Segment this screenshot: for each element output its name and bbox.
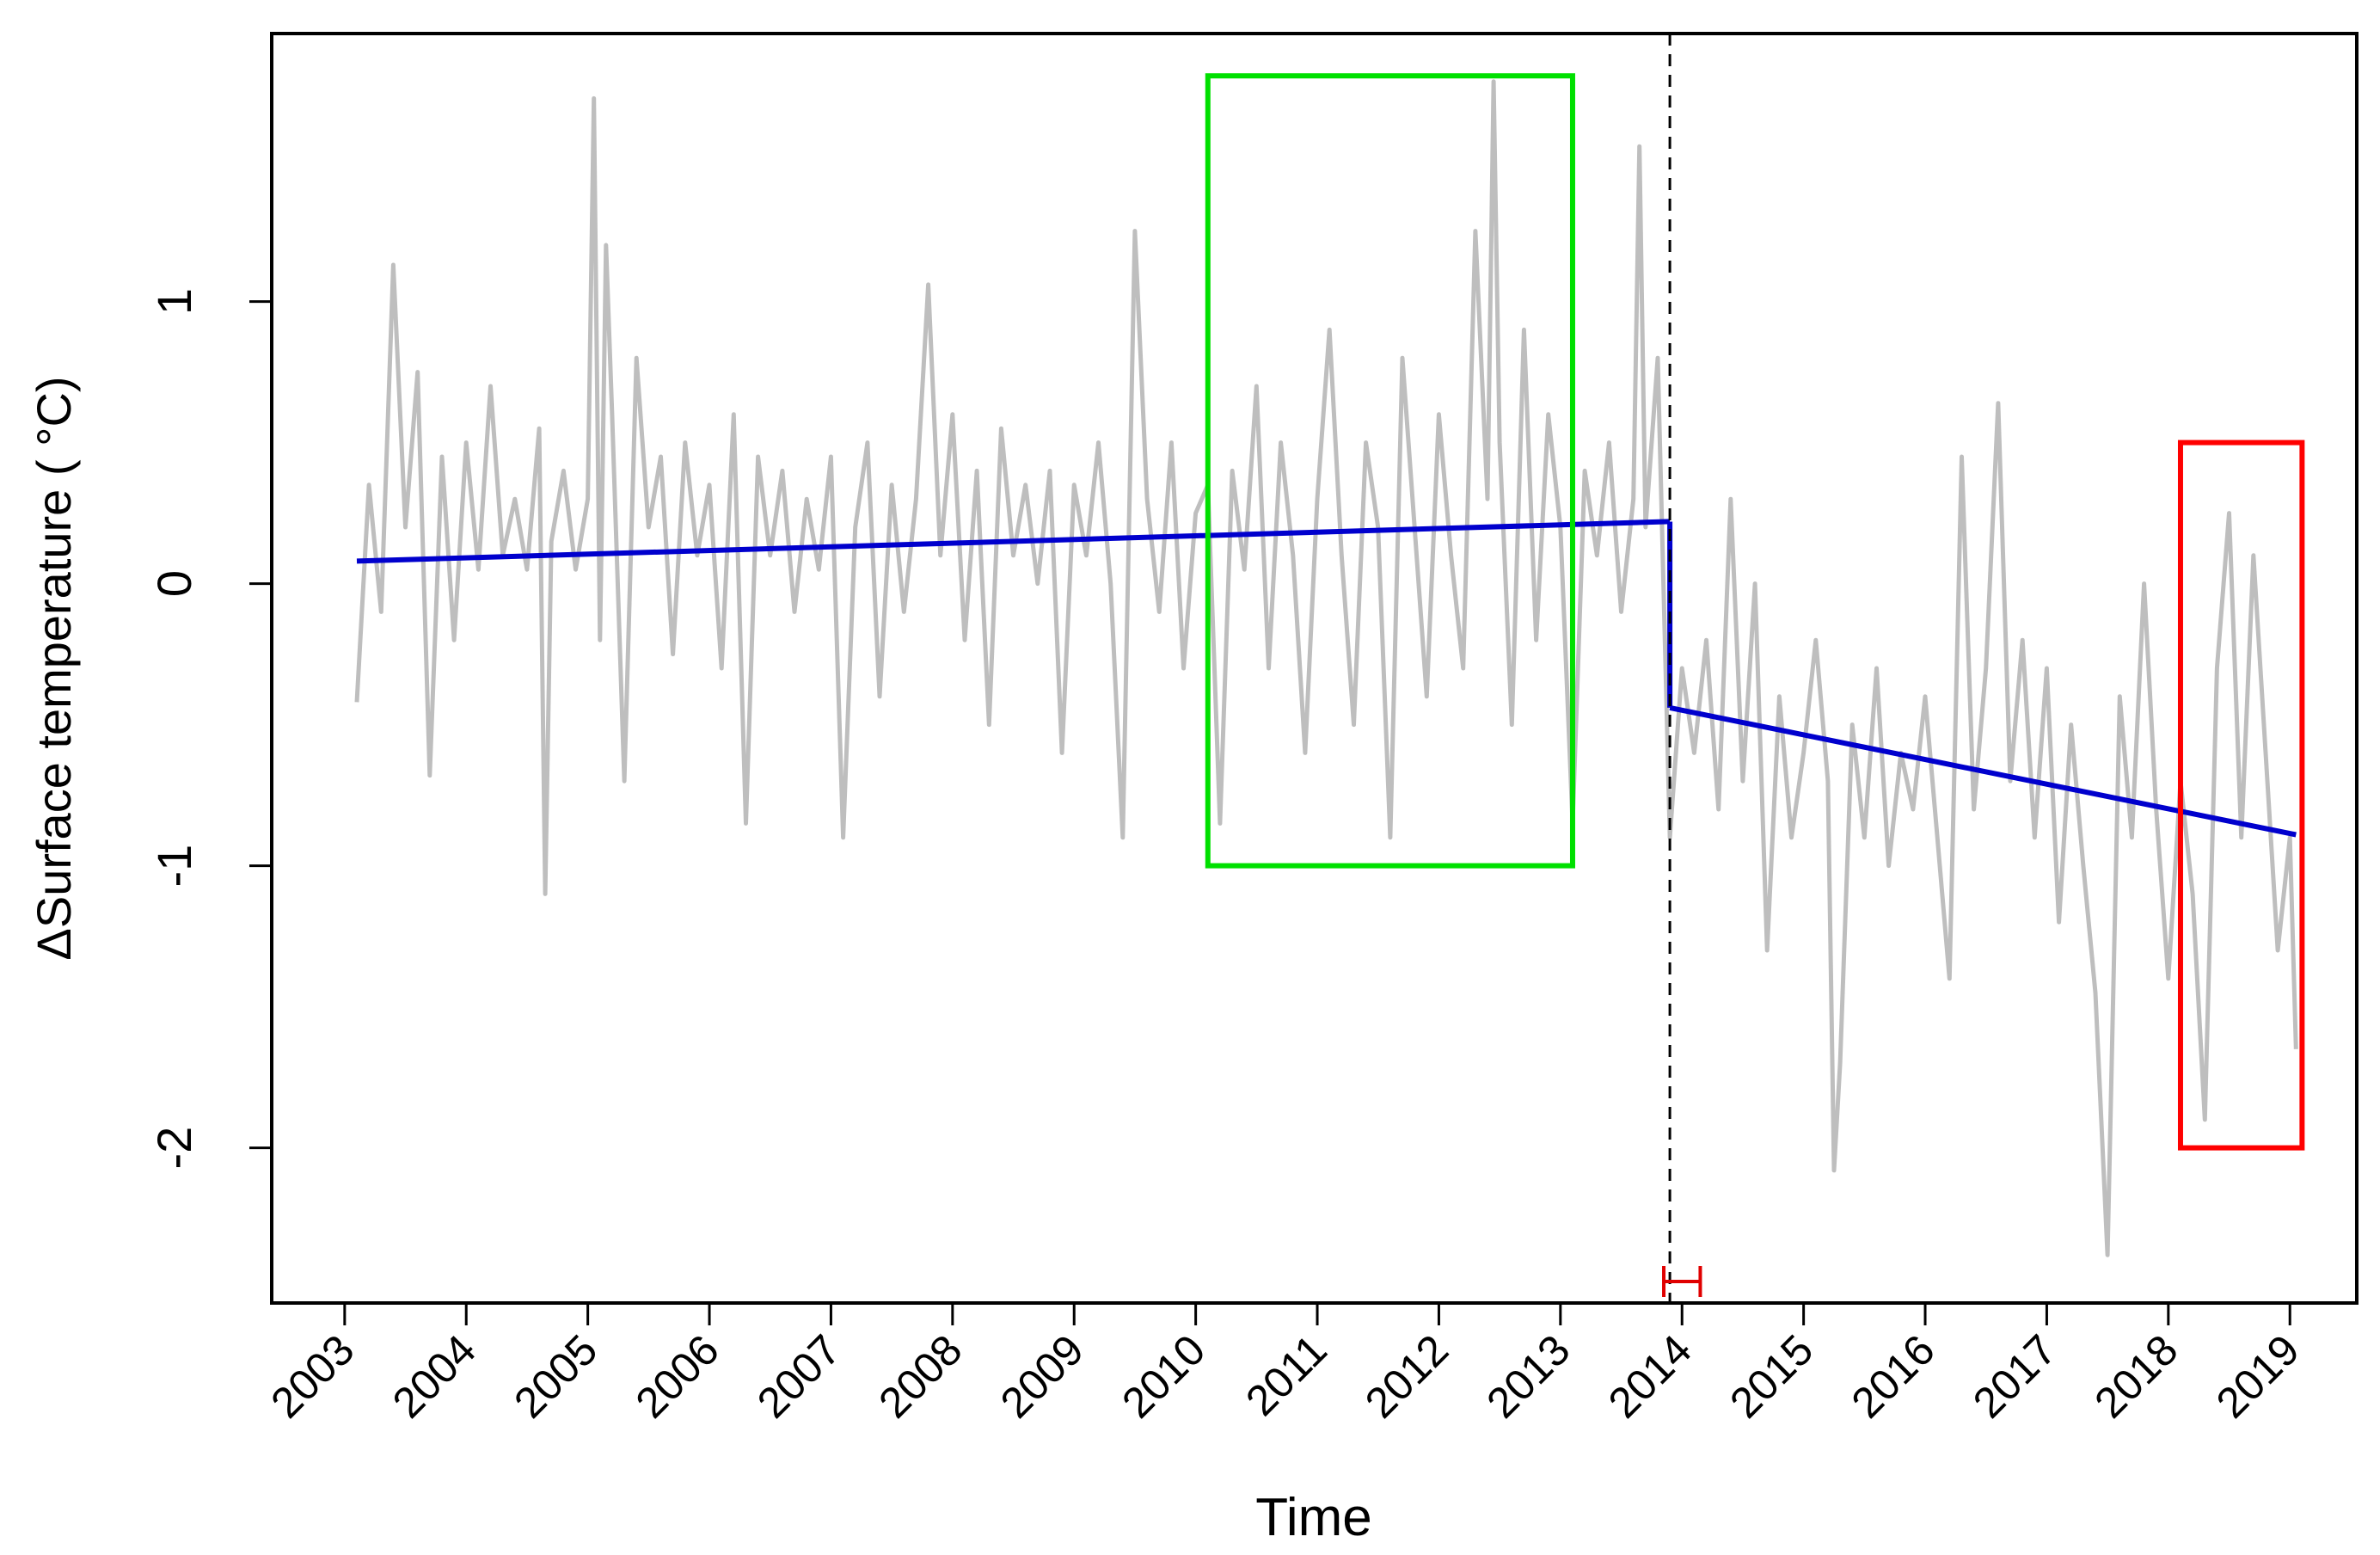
x-tick-label: 2012 xyxy=(1356,1325,1457,1427)
x-tick-label: 2003 xyxy=(261,1325,363,1427)
x-tick-label: 2019 xyxy=(2207,1325,2309,1427)
x-tick-label: 2009 xyxy=(991,1325,1093,1427)
x-tick-label: 2017 xyxy=(1964,1325,2065,1427)
observed-anomaly-line xyxy=(354,79,2298,1257)
y-tick-label: 1 xyxy=(147,288,201,315)
x-tick-label: 2006 xyxy=(627,1325,728,1427)
green-highlight-box xyxy=(1205,73,1575,869)
plot-frame xyxy=(270,32,2359,1305)
x-tick-label: 2007 xyxy=(748,1325,850,1427)
x-tick-label: 2014 xyxy=(1599,1325,1701,1427)
x-axis-label: Time xyxy=(1255,1488,1371,1547)
y-tick-label: 0 xyxy=(147,570,201,597)
y-axis-label: ΔSurface temperature ( °C) xyxy=(27,376,81,960)
series-layer xyxy=(354,34,2298,1303)
x-tick-label: 2008 xyxy=(869,1325,971,1427)
x-tick-label: 2010 xyxy=(1113,1325,1214,1427)
red-highlight-box xyxy=(2177,439,2305,1151)
x-tick-label: 2011 xyxy=(1236,1325,1336,1425)
x-tick-label: 2015 xyxy=(1721,1325,1822,1427)
x-tick-label: 2013 xyxy=(1477,1325,1579,1427)
x-tick-label: 2004 xyxy=(383,1325,485,1427)
x-tick-label: 2016 xyxy=(1843,1325,1944,1427)
trend-line-segment-2 xyxy=(1669,704,2297,838)
y-tick-label: -1 xyxy=(147,845,201,888)
x-axis: 2003 2004 2005 2006 2007 2008 2009 2010 2011 2012… xyxy=(261,1303,2309,1427)
x-tick-label: 2018 xyxy=(2085,1325,2187,1427)
highlight-boxes xyxy=(1205,73,2305,1151)
trend-line-segment-1 xyxy=(356,519,1671,564)
x-tick-label: 2005 xyxy=(505,1325,606,1427)
y-axis: -2 -1 0 1 xyxy=(147,288,272,1169)
y-tick-label: -2 xyxy=(147,1127,201,1170)
